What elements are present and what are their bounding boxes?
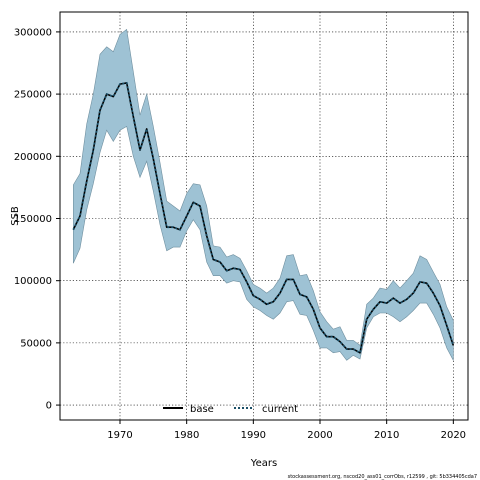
legend-label-current: current: [262, 404, 298, 415]
x-tick-label: 1990: [241, 430, 266, 441]
y-tick-label: 300000: [14, 27, 52, 38]
legend: base current: [163, 404, 298, 415]
confidence-band-current: [73, 28, 454, 361]
tick-layer: 1970 1980 1990 2000 2010 2020 0 50000 100000 1500…: [14, 27, 466, 441]
y-tick-label: 150000: [14, 214, 52, 225]
x-tick-label: 2010: [374, 430, 399, 441]
source-caption: stockassessment.org, nscod20_ass01_corrO…: [288, 474, 477, 480]
series-line-base: [72, 82, 455, 354]
x-tick-label: 1980: [174, 430, 199, 441]
y-tick-label: 250000: [14, 90, 52, 101]
x-axis-label: Years: [250, 458, 277, 469]
grid: [60, 12, 468, 420]
plot-frame: [59, 11, 469, 421]
y-tick-label: 100000: [14, 276, 52, 287]
x-tick-label: 2000: [307, 430, 332, 441]
y-axis-label: SSB: [10, 206, 21, 226]
series-line-layer: [72, 81, 455, 355]
confidence-band-layer: [73, 28, 454, 361]
x-tick-label: 1970: [107, 430, 132, 441]
legend-label-base: base: [190, 404, 214, 415]
y-tick-label: 200000: [14, 152, 52, 163]
y-tick-label: 0: [46, 401, 52, 412]
x-tick-label: 2020: [441, 430, 466, 441]
y-tick-label: 50000: [20, 338, 52, 349]
